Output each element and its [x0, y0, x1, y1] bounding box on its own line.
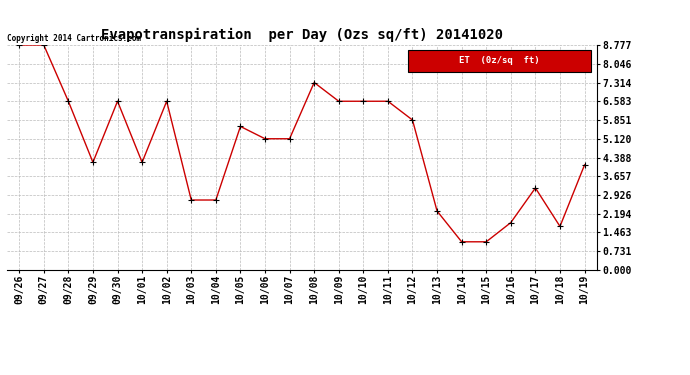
Text: ET  (0z/sq  ft): ET (0z/sq ft): [460, 56, 540, 65]
Text: Copyright 2014 Cartronics.com: Copyright 2014 Cartronics.com: [7, 34, 141, 43]
Title: Evapotranspiration  per Day (Ozs sq/ft) 20141020: Evapotranspiration per Day (Ozs sq/ft) 2…: [101, 28, 503, 42]
FancyBboxPatch shape: [408, 50, 591, 72]
